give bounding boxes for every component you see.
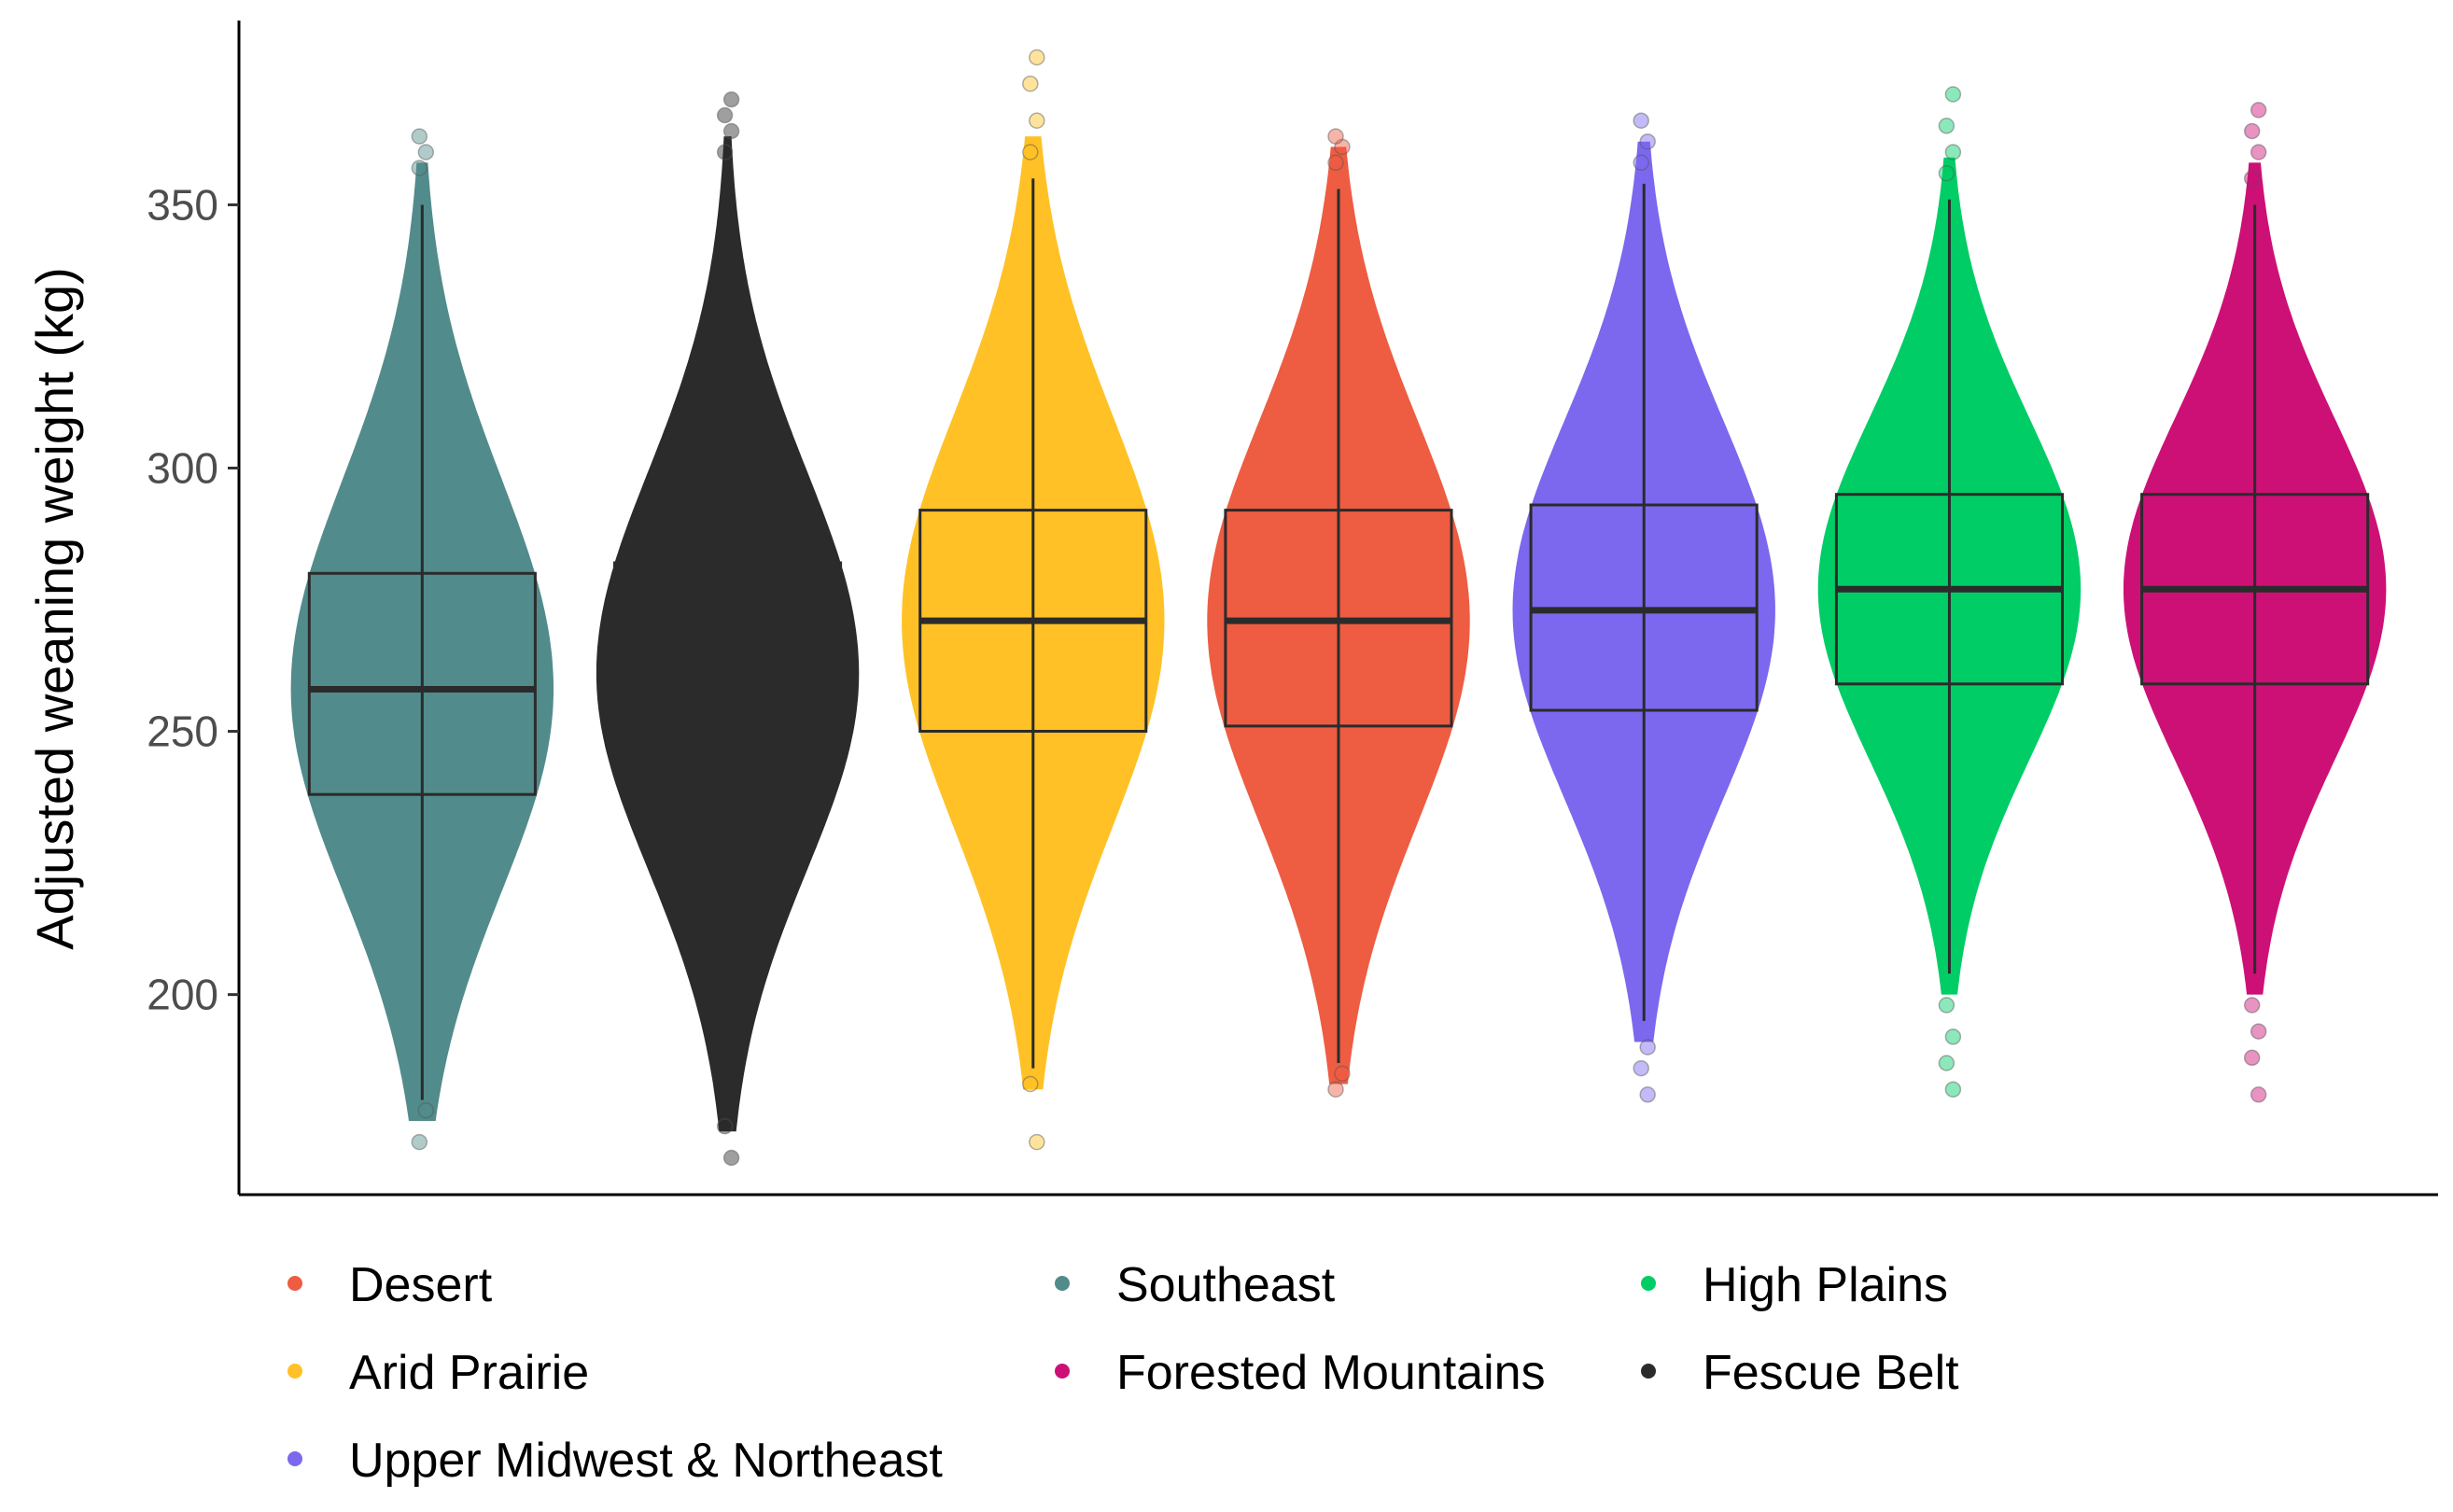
outlier-point: [1639, 133, 1656, 150]
iqr-box: [613, 561, 843, 776]
outlier-point: [2243, 170, 2261, 187]
outlier-point: [1938, 164, 1955, 182]
legend-label: Southeast: [1116, 1258, 1336, 1312]
legend-label: Desert: [349, 1258, 493, 1312]
outlier-point: [716, 144, 734, 161]
outlier-point: [411, 1133, 428, 1151]
y-axis-label: Adjusted weaning weight (kg): [25, 267, 84, 950]
legend-key: [1055, 1276, 1070, 1291]
outlier-point: [2250, 144, 2267, 161]
legend-label: Forested Mountains: [1116, 1346, 1546, 1400]
legend-key: [1641, 1364, 1656, 1379]
outlier-point: [411, 128, 428, 145]
legend-key: [1641, 1276, 1656, 1291]
outlier-point: [1944, 144, 1962, 161]
y-tick-label: 350: [147, 180, 218, 229]
legend-key: [287, 1276, 302, 1291]
outlier-point: [1334, 138, 1351, 156]
outlier-point: [722, 122, 740, 140]
y-ticks: 200 250 300 350: [147, 180, 239, 1019]
outlier-point: [2243, 1049, 2261, 1067]
outlier-point: [722, 91, 740, 108]
outlier-point: [1944, 86, 1962, 103]
outlier-point: [417, 144, 435, 161]
legend-label: Arid Prairie: [349, 1346, 589, 1400]
outlier-point: [1639, 1039, 1656, 1056]
outlier-point: [1022, 75, 1039, 92]
y-tick-label: 300: [147, 444, 218, 493]
outlier-point: [1022, 144, 1039, 161]
outlier-point: [1029, 1133, 1045, 1151]
outlier-point: [1938, 1055, 1955, 1071]
outlier-point: [1327, 1081, 1344, 1098]
outlier-point: [1938, 997, 1955, 1014]
legend-key: [287, 1451, 302, 1466]
legend: Desert Southeast High Plains Arid Prairie Fo…: [287, 1258, 1959, 1488]
y-tick-label: 250: [147, 707, 218, 756]
outlier-point: [411, 160, 428, 176]
outlier-point: [2250, 1086, 2267, 1103]
outlier-point: [2243, 122, 2261, 140]
boxplot-layer: [307, 178, 2370, 1111]
legend-key: [1055, 1364, 1070, 1379]
outlier-point: [1029, 112, 1045, 129]
legend-key: [287, 1364, 302, 1379]
outlier-point: [716, 1117, 734, 1135]
legend-label: High Plains: [1703, 1258, 1948, 1312]
outlier-point: [1022, 1075, 1039, 1093]
outlier-point: [1938, 118, 1955, 134]
outlier-point: [1029, 49, 1045, 66]
legend-label: Upper Midwest & Northeast: [349, 1434, 943, 1488]
outlier-point: [1639, 1086, 1656, 1103]
outlier-point: [1944, 1029, 1962, 1045]
outlier-point: [1633, 1059, 1649, 1077]
axes: [237, 21, 2438, 1197]
outlier-point: [2250, 1023, 2267, 1040]
legend-label: Fescue Belt: [1703, 1346, 1959, 1400]
outlier-point: [1327, 154, 1344, 172]
outlier-point: [417, 1101, 435, 1119]
outlier-point: [2243, 997, 2261, 1014]
outlier-point: [1334, 1065, 1351, 1083]
outlier-point: [1633, 154, 1649, 172]
outlier-point: [1327, 128, 1344, 145]
outlier-point: [2250, 102, 2267, 119]
iqr-box: [307, 571, 537, 796]
outlier-point: [722, 1149, 740, 1167]
outlier-point: [1944, 1081, 1962, 1098]
outlier-point: [1633, 112, 1649, 129]
y-tick-label: 200: [147, 971, 218, 1019]
outlier-point: [716, 106, 734, 124]
